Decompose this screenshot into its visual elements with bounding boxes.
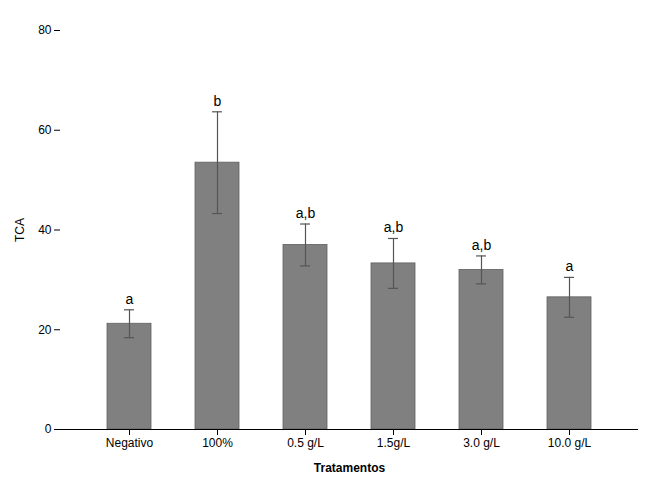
svg-text:10.0 g/L: 10.0 g/L	[548, 436, 592, 450]
svg-text:a: a	[566, 258, 574, 274]
svg-text:Tratamentos: Tratamentos	[314, 461, 386, 475]
svg-text:a: a	[126, 291, 134, 307]
svg-text:0: 0	[45, 422, 52, 436]
svg-text:a,b: a,b	[384, 219, 404, 235]
svg-text:3.0 g/L: 3.0 g/L	[463, 436, 500, 450]
svg-text:80: 80	[38, 23, 52, 37]
svg-text:60: 60	[38, 123, 52, 137]
svg-text:Negativo: Negativo	[106, 436, 154, 450]
svg-text:100%: 100%	[202, 436, 233, 450]
svg-text:TCA: TCA	[13, 218, 27, 242]
svg-text:20: 20	[38, 323, 52, 337]
svg-text:b: b	[214, 93, 222, 109]
svg-text:a,b: a,b	[296, 205, 316, 221]
svg-text:40: 40	[38, 223, 52, 237]
svg-text:1.5g/L: 1.5g/L	[377, 436, 411, 450]
svg-text:a,b: a,b	[472, 237, 492, 253]
svg-text:0.5 g/L: 0.5 g/L	[287, 436, 324, 450]
